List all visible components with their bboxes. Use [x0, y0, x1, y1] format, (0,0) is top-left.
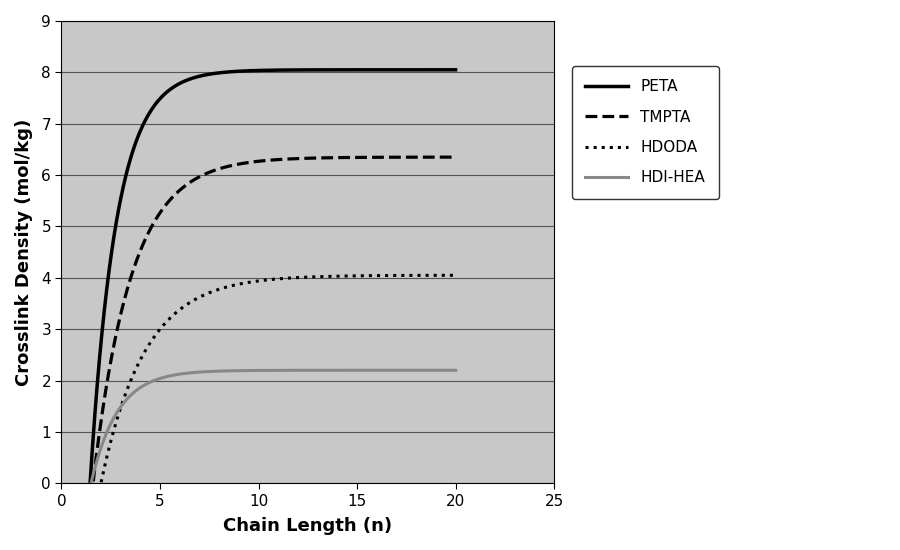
Line: HDI-HEA: HDI-HEA [91, 370, 455, 482]
PETA [249, 67, 260, 74]
HDODA [188, 297, 199, 304]
TMPTA [216, 165, 227, 172]
TMPTA [253, 158, 264, 164]
PETA [208, 70, 219, 77]
TMPTA [226, 162, 237, 169]
HDI-HEA [450, 367, 461, 373]
HDODA [363, 272, 374, 279]
PETA [399, 67, 410, 73]
TMPTA [350, 154, 361, 161]
PETA [302, 67, 313, 73]
HDODA [450, 272, 461, 279]
HDI-HEA [198, 368, 209, 375]
Line: HDODA: HDODA [101, 276, 455, 482]
PETA [140, 119, 150, 125]
HDI-HEA [447, 367, 458, 373]
PETA [450, 67, 461, 73]
HDODA [401, 272, 412, 279]
Legend: PETA, TMPTA, HDODA, HDI-HEA: PETA, TMPTA, HDODA, HDI-HEA [572, 65, 719, 199]
HDI-HEA [86, 479, 96, 486]
TMPTA [450, 154, 461, 161]
HDI-HEA [103, 426, 113, 432]
TMPTA [149, 218, 160, 225]
TMPTA [88, 478, 99, 485]
HDODA [248, 278, 258, 285]
HDI-HEA [123, 393, 134, 400]
HDODA [348, 273, 359, 279]
HDI-HEA [373, 367, 383, 373]
HDI-HEA [431, 367, 442, 373]
HDODA [134, 358, 145, 364]
PETA [85, 480, 95, 486]
X-axis label: Chain Length (n): Chain Length (n) [223, 517, 392, 535]
Y-axis label: Crosslink Density (mol/kg): Crosslink Density (mol/kg) [15, 118, 33, 386]
Line: TMPTA: TMPTA [94, 157, 455, 481]
PETA [142, 113, 153, 120]
TMPTA [333, 155, 344, 161]
Line: PETA: PETA [90, 70, 455, 483]
HDODA [95, 479, 106, 486]
